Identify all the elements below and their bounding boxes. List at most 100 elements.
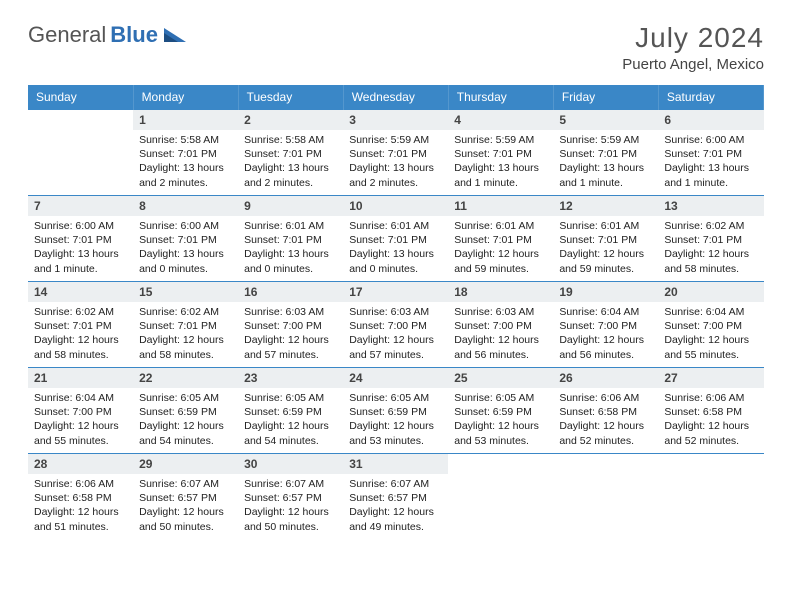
calendar-day-cell: 23Sunrise: 6:05 AMSunset: 6:59 PMDayligh… [238, 368, 343, 454]
calendar-day-cell: 18Sunrise: 6:03 AMSunset: 7:00 PMDayligh… [448, 282, 553, 368]
day-details: Sunrise: 6:00 AMSunset: 7:01 PMDaylight:… [133, 216, 238, 280]
day-details: Sunrise: 6:04 AMSunset: 7:00 PMDaylight:… [658, 302, 763, 366]
day-daylight1: Daylight: 12 hours [454, 247, 547, 261]
day-details: Sunrise: 6:03 AMSunset: 7:00 PMDaylight:… [238, 302, 343, 366]
calendar-day-cell: 27Sunrise: 6:06 AMSunset: 6:58 PMDayligh… [658, 368, 763, 454]
day-sunset: Sunset: 7:01 PM [664, 147, 757, 161]
day-number: 26 [553, 368, 658, 388]
day-sunrise: Sunrise: 6:05 AM [454, 391, 547, 405]
day-details: Sunrise: 6:01 AMSunset: 7:01 PMDaylight:… [343, 216, 448, 280]
day-daylight2: and 1 minute. [34, 262, 127, 276]
day-daylight2: and 58 minutes. [664, 262, 757, 276]
day-daylight2: and 56 minutes. [559, 348, 652, 362]
day-sunrise: Sunrise: 6:04 AM [664, 305, 757, 319]
day-number: 27 [658, 368, 763, 388]
calendar-day-cell: 6Sunrise: 6:00 AMSunset: 7:01 PMDaylight… [658, 110, 763, 196]
day-daylight1: Daylight: 13 hours [454, 161, 547, 175]
day-daylight2: and 56 minutes. [454, 348, 547, 362]
day-details: Sunrise: 6:07 AMSunset: 6:57 PMDaylight:… [343, 474, 448, 538]
calendar-week-row: 14Sunrise: 6:02 AMSunset: 7:01 PMDayligh… [28, 282, 764, 368]
day-daylight1: Daylight: 12 hours [349, 505, 442, 519]
day-number: 31 [343, 454, 448, 474]
calendar-week-row: 1Sunrise: 5:58 AMSunset: 7:01 PMDaylight… [28, 110, 764, 196]
calendar-day-cell: 10Sunrise: 6:01 AMSunset: 7:01 PMDayligh… [343, 196, 448, 282]
day-number: 15 [133, 282, 238, 302]
day-daylight1: Daylight: 13 hours [139, 247, 232, 261]
weekday-header: Sunday [28, 85, 133, 110]
day-details: Sunrise: 5:59 AMSunset: 7:01 PMDaylight:… [448, 130, 553, 194]
day-daylight1: Daylight: 12 hours [139, 505, 232, 519]
calendar-day-cell: 22Sunrise: 6:05 AMSunset: 6:59 PMDayligh… [133, 368, 238, 454]
calendar-day-cell: 30Sunrise: 6:07 AMSunset: 6:57 PMDayligh… [238, 454, 343, 540]
day-sunrise: Sunrise: 6:07 AM [244, 477, 337, 491]
day-sunrise: Sunrise: 5:58 AM [139, 133, 232, 147]
day-sunrise: Sunrise: 5:59 AM [349, 133, 442, 147]
day-details: Sunrise: 6:02 AMSunset: 7:01 PMDaylight:… [28, 302, 133, 366]
day-number: 9 [238, 196, 343, 216]
calendar-day-cell: 2Sunrise: 5:58 AMSunset: 7:01 PMDaylight… [238, 110, 343, 196]
day-daylight2: and 57 minutes. [244, 348, 337, 362]
calendar-week-row: 28Sunrise: 6:06 AMSunset: 6:58 PMDayligh… [28, 454, 764, 540]
title-block: July 2024 Puerto Angel, Mexico [622, 22, 764, 73]
day-number: 1 [133, 110, 238, 130]
day-number: 12 [553, 196, 658, 216]
day-daylight1: Daylight: 12 hours [139, 419, 232, 433]
day-number: 21 [28, 368, 133, 388]
calendar-day-cell: 1Sunrise: 5:58 AMSunset: 7:01 PMDaylight… [133, 110, 238, 196]
day-daylight1: Daylight: 12 hours [559, 247, 652, 261]
month-title: July 2024 [622, 22, 764, 54]
day-number: 30 [238, 454, 343, 474]
day-sunset: Sunset: 7:01 PM [139, 233, 232, 247]
day-sunset: Sunset: 7:01 PM [454, 147, 547, 161]
day-sunset: Sunset: 7:01 PM [244, 147, 337, 161]
day-details: Sunrise: 6:04 AMSunset: 7:00 PMDaylight:… [28, 388, 133, 452]
day-daylight1: Daylight: 12 hours [454, 419, 547, 433]
day-sunset: Sunset: 7:00 PM [559, 319, 652, 333]
day-sunset: Sunset: 7:01 PM [559, 233, 652, 247]
day-daylight1: Daylight: 12 hours [559, 419, 652, 433]
calendar-day-cell: 26Sunrise: 6:06 AMSunset: 6:58 PMDayligh… [553, 368, 658, 454]
day-sunrise: Sunrise: 6:03 AM [454, 305, 547, 319]
day-daylight2: and 57 minutes. [349, 348, 442, 362]
day-details: Sunrise: 6:06 AMSunset: 6:58 PMDaylight:… [28, 474, 133, 538]
day-sunset: Sunset: 7:01 PM [349, 147, 442, 161]
day-details: Sunrise: 6:02 AMSunset: 7:01 PMDaylight:… [133, 302, 238, 366]
day-sunrise: Sunrise: 6:06 AM [664, 391, 757, 405]
calendar-day-cell [658, 454, 763, 540]
day-daylight1: Daylight: 12 hours [664, 247, 757, 261]
day-daylight1: Daylight: 12 hours [244, 333, 337, 347]
weekday-header: Tuesday [238, 85, 343, 110]
day-sunrise: Sunrise: 6:03 AM [349, 305, 442, 319]
day-number: 5 [553, 110, 658, 130]
day-daylight2: and 2 minutes. [139, 176, 232, 190]
day-daylight1: Daylight: 13 hours [34, 247, 127, 261]
day-daylight2: and 53 minutes. [454, 434, 547, 448]
day-details: Sunrise: 6:05 AMSunset: 6:59 PMDaylight:… [238, 388, 343, 452]
day-details: Sunrise: 6:03 AMSunset: 7:00 PMDaylight:… [343, 302, 448, 366]
day-number: 13 [658, 196, 763, 216]
calendar-day-cell: 8Sunrise: 6:00 AMSunset: 7:01 PMDaylight… [133, 196, 238, 282]
day-daylight2: and 55 minutes. [664, 348, 757, 362]
day-number: 29 [133, 454, 238, 474]
day-sunset: Sunset: 7:01 PM [349, 233, 442, 247]
day-daylight1: Daylight: 12 hours [34, 505, 127, 519]
day-daylight2: and 54 minutes. [244, 434, 337, 448]
day-daylight1: Daylight: 12 hours [34, 333, 127, 347]
day-sunset: Sunset: 6:58 PM [559, 405, 652, 419]
day-sunset: Sunset: 7:01 PM [139, 319, 232, 333]
day-sunrise: Sunrise: 6:02 AM [34, 305, 127, 319]
day-details: Sunrise: 6:01 AMSunset: 7:01 PMDaylight:… [553, 216, 658, 280]
day-sunset: Sunset: 6:59 PM [454, 405, 547, 419]
day-sunset: Sunset: 6:58 PM [34, 491, 127, 505]
day-daylight1: Daylight: 13 hours [349, 247, 442, 261]
day-daylight2: and 51 minutes. [34, 520, 127, 534]
day-daylight1: Daylight: 13 hours [664, 161, 757, 175]
calendar-day-cell: 11Sunrise: 6:01 AMSunset: 7:01 PMDayligh… [448, 196, 553, 282]
day-sunrise: Sunrise: 6:01 AM [559, 219, 652, 233]
day-sunset: Sunset: 7:01 PM [34, 233, 127, 247]
calendar-day-cell: 24Sunrise: 6:05 AMSunset: 6:59 PMDayligh… [343, 368, 448, 454]
weekday-header: Wednesday [343, 85, 448, 110]
day-details: Sunrise: 6:00 AMSunset: 7:01 PMDaylight:… [28, 216, 133, 280]
calendar-day-cell: 5Sunrise: 5:59 AMSunset: 7:01 PMDaylight… [553, 110, 658, 196]
day-sunrise: Sunrise: 6:04 AM [34, 391, 127, 405]
